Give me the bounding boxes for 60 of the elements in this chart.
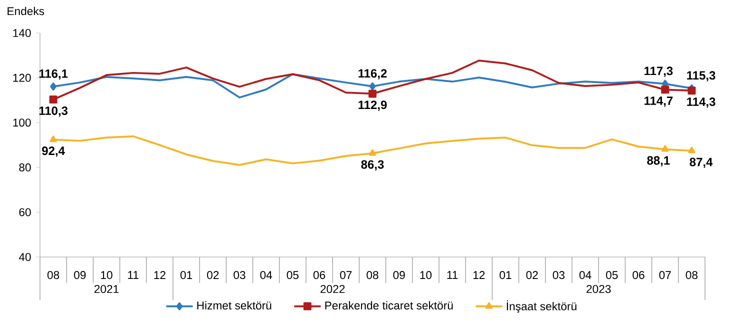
data-label: 117,3 [644, 66, 673, 77]
x-tick-label: 11 [128, 271, 138, 279]
x-tick-label: 07 [340, 271, 352, 280]
x-tick-label: 05 [606, 271, 618, 280]
data-label: 114,7 [644, 96, 673, 107]
x-tick-label: 05 [286, 271, 299, 280]
x-tick-label: 06 [313, 271, 326, 280]
point [49, 96, 58, 104]
x-tick-label: 01 [180, 271, 192, 280]
x-tick-label: 09 [74, 271, 86, 280]
point [368, 149, 376, 156]
data-label: 115,3 [687, 71, 716, 82]
data-label: 116,2 [358, 69, 387, 80]
data-label: 88,1 [647, 156, 670, 166]
data-label: 86,3 [361, 160, 384, 170]
x-tick-label: 10 [101, 271, 112, 280]
point [50, 82, 57, 91]
data-label: 116,1 [39, 69, 68, 80]
text: 2021 [94, 284, 119, 294]
x-tick-label: 12 [473, 271, 485, 279]
x-tick-label: 03 [552, 271, 565, 280]
x-tick-label: 08 [47, 271, 60, 280]
x-tick-label: 12 [154, 271, 166, 279]
x-tick-label: 08 [366, 271, 378, 280]
data-label: 87,4 [690, 158, 713, 168]
point [369, 82, 376, 90]
point [50, 136, 57, 142]
x-tick-label: 02 [207, 271, 219, 280]
data-label: 92,4 [42, 146, 65, 157]
x-tick-label: 07 [659, 271, 671, 280]
point [662, 145, 669, 152]
legend-label: İnşaat sektörü [506, 300, 576, 313]
data-label: 112,9 [358, 100, 387, 111]
x-tick-label: 09 [393, 271, 405, 280]
x-tick-label: 06 [632, 271, 644, 280]
y-tick-label: 140 [13, 29, 31, 38]
y-tick-label: 40 [18, 253, 31, 262]
legend-label: Hizmet sektörü [197, 301, 272, 310]
data-label: 114,3 [687, 97, 716, 108]
x-tick-label: 02 [526, 271, 538, 280]
x-tick-label: 01 [500, 271, 512, 280]
y-axis-title: Endeks [8, 6, 44, 16]
y-tick-label: 100 [13, 118, 31, 127]
x-tick-label: 08 [686, 271, 698, 280]
y-tick-label: 80 [19, 163, 31, 172]
x-tick-label: 04 [579, 271, 592, 280]
x-tick-label: 04 [260, 271, 272, 280]
x-tick-label: 11 [447, 271, 458, 279]
point [688, 146, 696, 154]
text: 2023 [586, 284, 611, 294]
point [661, 86, 670, 94]
text: 2022 [320, 284, 345, 294]
data-label: 110,3 [39, 106, 68, 117]
point [368, 90, 377, 98]
x-tick-label: 03 [234, 271, 246, 280]
legend-label: Perakende ticaret sektörü [325, 301, 453, 310]
y-tick-label: 60 [19, 208, 31, 216]
y-tick-label: 120 [13, 74, 31, 82]
x-tick-label: 10 [420, 271, 432, 280]
point [688, 86, 696, 95]
